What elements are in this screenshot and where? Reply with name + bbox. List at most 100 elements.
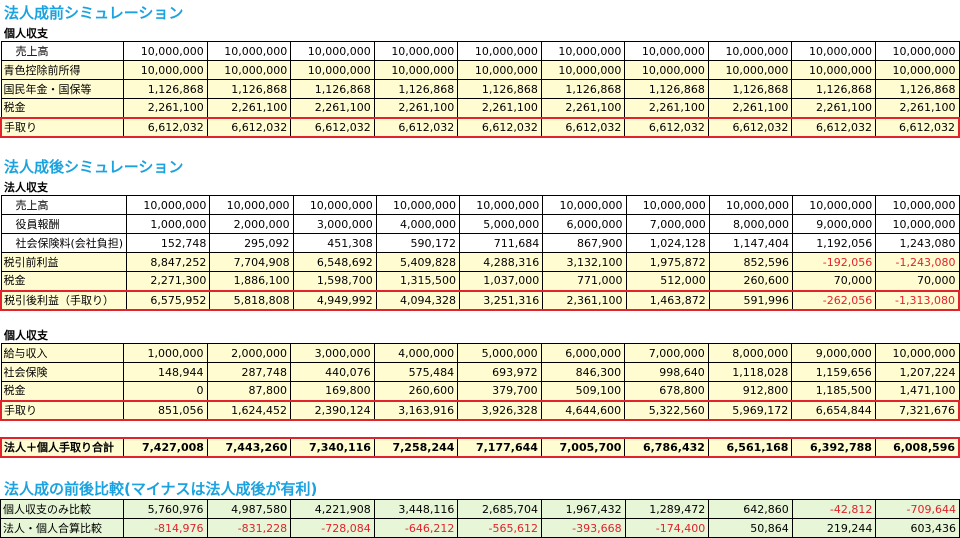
value-cell: 10,000,000 — [874, 60, 960, 80]
value-cell: 6,000,000 — [540, 343, 626, 363]
value-cell: 10,000,000 — [290, 60, 375, 80]
value-cell: 10,000,000 — [292, 195, 377, 215]
corporate-balance-table: 売上高 10,000,000 10,000,000 10,000,000 10,000,… — [0, 195, 960, 311]
post-personal-balance-label: 個人収支 — [4, 329, 48, 342]
value-cell: 2,261,100 — [373, 98, 459, 118]
value-cell: 6,575,952 — [126, 289, 211, 311]
corporate-balance-label: 法人収支 — [4, 181, 48, 194]
value-cell: 10,000,000 — [290, 41, 375, 61]
value-cell: 6,654,844 — [791, 399, 876, 421]
value-cell: 678,800 — [624, 381, 709, 401]
value-cell: 1,624,452 — [206, 399, 292, 421]
value-cell: 10,000,000 — [791, 60, 876, 80]
table-row: 役員報酬 1,000,000 2,000,000 3,000,000 4,000,000… — [0, 214, 960, 234]
value-cell: 5,322,560 — [624, 399, 709, 421]
table-row: 税金 2,261,100 2,261,100 2,261,100 2,261,100 2,… — [0, 98, 960, 118]
value-cell: 5,818,808 — [209, 289, 294, 311]
value-cell: 3,926,328 — [457, 399, 542, 421]
value-cell: 10,000,000 — [457, 60, 542, 80]
value-cell: 6,548,692 — [292, 252, 377, 272]
row-label: 売上高 — [0, 41, 125, 61]
value-cell: 867,900 — [542, 233, 627, 253]
table-row: 税引後利益（手取り） 6,575,952 5,818,808 4,949,992 4,0… — [0, 289, 960, 311]
value-cell: 152,748 — [126, 233, 211, 253]
value-cell: 693,972 — [457, 362, 542, 382]
value-cell: 1,147,404 — [708, 233, 793, 253]
value-cell: 6,392,788 — [791, 437, 876, 458]
value-cell: 509,100 — [540, 381, 626, 401]
value-cell: 10,000,000 — [123, 60, 208, 80]
value-cell: 1,126,868 — [791, 79, 876, 99]
table-row: 手取り 6,612,032 6,612,032 6,612,032 6,612,032 6… — [0, 116, 960, 138]
value-cell: 10,000,000 — [542, 195, 627, 215]
value-cell: 2,261,100 — [290, 98, 375, 118]
value-cell: 440,076 — [290, 362, 375, 382]
table-row: 税金 0 87,800 169,800 260,600 379,700 509,100 678… — [0, 381, 960, 401]
value-cell: 8,847,252 — [126, 252, 211, 272]
value-cell: 4,644,600 — [540, 399, 626, 421]
value-cell: 219,244 — [791, 518, 877, 538]
table-row: 青色控除前所得 10,000,000 10,000,000 10,000,000 10,… — [0, 60, 960, 80]
row-label: 法人＋個人手取り合計 — [0, 437, 125, 458]
value-cell: 2,261,100 — [624, 98, 709, 118]
value-cell: 148,944 — [122, 362, 208, 382]
value-cell: -42,812 — [791, 499, 877, 519]
value-cell: 1,000,000 — [126, 214, 211, 234]
row-label: 手取り — [0, 116, 125, 138]
value-cell: 2,390,124 — [290, 399, 375, 421]
value-cell: 7,258,244 — [373, 437, 459, 458]
value-cell: 1,315,500 — [375, 271, 461, 291]
row-label: 税金 — [0, 98, 125, 118]
value-cell: 10,000,000 — [206, 41, 292, 61]
row-label: 税金 — [0, 381, 124, 401]
row-label: 法人・個人合算比較 — [0, 518, 124, 538]
table-row: 社会保険 148,944 287,748 440,076 575,484 693,972 8… — [0, 362, 960, 382]
value-cell: 10,000,000 — [707, 60, 793, 80]
value-cell: 1,126,868 — [624, 79, 709, 99]
value-cell: 6,612,032 — [624, 116, 709, 138]
value-cell: 0 — [122, 381, 208, 401]
value-cell: 10,000,000 — [875, 214, 960, 234]
value-cell: 10,000,000 — [624, 60, 709, 80]
row-label: 国民年金・国保等 — [0, 79, 125, 99]
value-cell: 295,092 — [209, 233, 294, 253]
value-cell: 6,786,432 — [624, 437, 709, 458]
value-cell: 9,000,000 — [791, 343, 876, 363]
value-cell: 912,800 — [707, 381, 793, 401]
value-cell: 7,704,908 — [209, 252, 294, 272]
value-cell: 4,094,328 — [375, 289, 461, 311]
value-cell: 590,172 — [375, 233, 461, 253]
value-cell: 3,132,100 — [542, 252, 627, 272]
value-cell: 4,000,000 — [373, 343, 459, 363]
value-cell: 1,886,100 — [209, 271, 294, 291]
value-cell: 10,000,000 — [625, 195, 710, 215]
pre-incorporation-title: 法人成前シミュレーション — [4, 4, 184, 22]
value-cell: -565,612 — [457, 518, 542, 538]
value-cell: 1,185,500 — [791, 381, 876, 401]
table-row: 個人収支のみ比較 5,760,976 4,987,580 4,221,908 3,448… — [0, 499, 960, 519]
value-cell: 3,251,316 — [459, 289, 544, 311]
value-cell: 5,000,000 — [457, 343, 542, 363]
value-cell: -1,243,080 — [875, 252, 960, 272]
value-cell: 10,000,000 — [373, 41, 459, 61]
value-cell: 1,126,868 — [707, 79, 793, 99]
value-cell: 7,000,000 — [625, 214, 710, 234]
value-cell: 2,685,704 — [457, 499, 542, 519]
table-row: 法人・個人合算比較 -814,976 -831,228 -728,084 -646,21… — [0, 518, 960, 538]
value-cell: 2,361,100 — [542, 289, 627, 311]
value-cell: 10,000,000 — [540, 60, 626, 80]
value-cell: 711,684 — [459, 233, 544, 253]
value-cell: 6,000,000 — [542, 214, 627, 234]
value-cell: 379,700 — [457, 381, 542, 401]
value-cell: 6,612,032 — [457, 116, 542, 138]
comparison-title: 法人成の前後比較(マイナスは法人成後が有利) — [4, 480, 318, 498]
value-cell: 1,159,656 — [791, 362, 876, 382]
post-personal-balance-table: 給与収入 1,000,000 2,000,000 3,000,000 4,000,000… — [0, 343, 960, 421]
value-cell: 998,640 — [624, 362, 709, 382]
value-cell: 8,000,000 — [708, 214, 793, 234]
value-cell: -174,400 — [624, 518, 710, 538]
value-cell: -393,668 — [540, 518, 626, 538]
value-cell: 6,612,032 — [290, 116, 375, 138]
row-label: 税金 — [0, 271, 128, 291]
value-cell: 6,561,168 — [707, 437, 793, 458]
